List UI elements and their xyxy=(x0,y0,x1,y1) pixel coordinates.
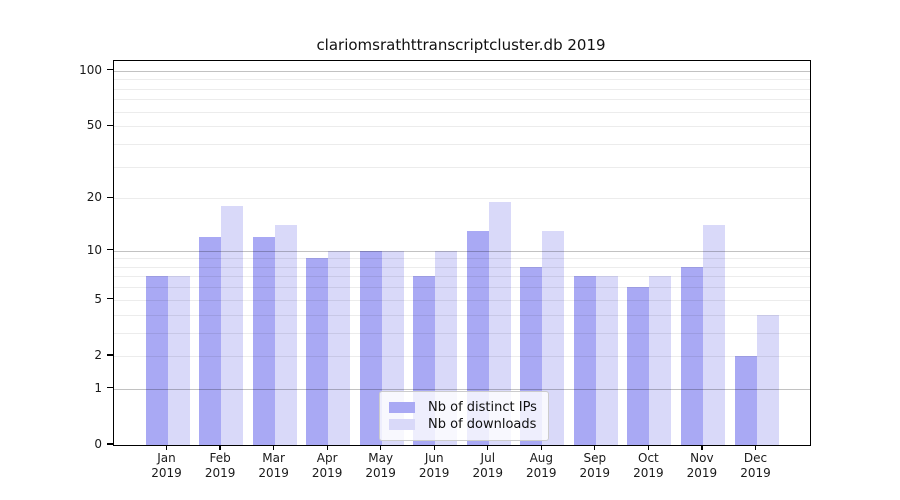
x-axis-tick-mark xyxy=(380,445,382,450)
bar-distinct-ips-nov xyxy=(680,266,703,445)
gridline-major xyxy=(114,70,810,72)
bar-downloads-jan xyxy=(167,276,190,445)
bar-distinct-ips-apr xyxy=(306,258,329,445)
y-axis-tick-label: 10 xyxy=(86,242,102,257)
gridline-minor xyxy=(114,143,810,145)
x-axis-tick-mark xyxy=(272,445,275,450)
x-axis-tick-mark xyxy=(326,445,328,450)
bar-downloads-nov xyxy=(702,225,725,445)
gridline-minor xyxy=(114,126,810,128)
bar-distinct-ips-dec xyxy=(734,355,757,445)
bar-downloads-apr xyxy=(328,250,351,445)
y-axis-tick-label: 5 xyxy=(94,291,102,306)
x-axis-tick-mark xyxy=(594,445,596,450)
gridline-minor xyxy=(114,287,810,289)
bar-distinct-ips-may xyxy=(359,250,382,445)
gridline-minor xyxy=(114,111,810,113)
legend-item-distinct-ips: Nb of distinct IPs xyxy=(389,399,537,416)
legend-swatch-downloads xyxy=(389,419,415,430)
gridline-minor xyxy=(114,299,810,301)
x-axis-tick-mark xyxy=(165,445,168,450)
x-axis-tick-label: Sep 2019 xyxy=(579,451,611,480)
legend-label-downloads: Nb of downloads xyxy=(428,417,537,432)
x-axis-tick-mark xyxy=(219,445,221,450)
y-axis-tick-mark xyxy=(107,196,113,198)
x-axis-tick-mark xyxy=(487,445,489,450)
bar-downloads-mar xyxy=(274,225,297,445)
bar-distinct-ips-sep xyxy=(573,276,596,445)
y-axis-tick-mark xyxy=(107,443,113,445)
y-axis-tick-mark xyxy=(107,354,113,356)
y-axis-tick-label: 50 xyxy=(86,118,102,133)
x-axis-tick-label: Nov 2019 xyxy=(686,451,718,480)
gridline-minor xyxy=(114,198,810,200)
y-axis-tick-label: 1 xyxy=(94,380,102,395)
x-axis-tick-label: Jul 2019 xyxy=(472,451,504,480)
bar-distinct-ips-mar xyxy=(252,237,275,445)
gridline-major xyxy=(114,250,810,252)
y-axis-tick-mark xyxy=(107,124,113,126)
bar-distinct-ips-oct xyxy=(627,287,650,445)
gridline-major xyxy=(114,388,810,390)
bar-downloads-oct xyxy=(649,276,672,445)
y-axis-tick-mark xyxy=(107,248,113,251)
x-axis-tick-label: Apr 2019 xyxy=(311,451,343,480)
x-axis-tick-label: Aug 2019 xyxy=(526,451,557,480)
x-axis-tick-mark xyxy=(433,445,435,450)
gridline-minor xyxy=(114,88,810,90)
y-axis-tick-label: 20 xyxy=(86,190,102,205)
x-axis-tick-label: Dec 2019 xyxy=(740,451,771,480)
y-axis-tick-label: 0 xyxy=(94,437,102,451)
gridline-minor xyxy=(114,355,810,357)
x-axis-tick-label: Mar 2019 xyxy=(258,451,289,480)
gridline-minor xyxy=(114,266,810,268)
legend-label-distinct-ips: Nb of distinct IPs xyxy=(428,400,537,415)
gridline-minor xyxy=(114,276,810,278)
x-axis-tick-label: May 2019 xyxy=(365,451,396,480)
bar-distinct-ips-jan xyxy=(145,276,168,445)
y-axis-tick-mark xyxy=(107,69,113,71)
x-axis-tick-label: Jan 2019 xyxy=(151,451,182,480)
x-axis-tick-mark xyxy=(701,445,703,450)
gridline-minor xyxy=(114,332,810,334)
legend-swatch-distinct-ips xyxy=(389,402,415,413)
x-axis-tick-label: Feb 2019 xyxy=(204,451,236,480)
bar-downloads-dec xyxy=(756,314,779,445)
gridline-minor xyxy=(114,314,810,316)
x-axis-tick-label: Oct 2019 xyxy=(633,451,664,480)
plot-area: Nb of distinct IPs Nb of downloads xyxy=(113,60,811,446)
x-axis-tick-mark xyxy=(540,445,542,450)
y-axis-tick-label: 100 xyxy=(79,62,102,77)
chart-title: clariomsrathttranscriptcluster.db 2019 xyxy=(316,36,606,54)
y-axis-tick-mark xyxy=(107,298,113,300)
gridline-minor xyxy=(114,258,810,260)
bar-downloads-jul xyxy=(488,202,511,445)
x-axis-tick-mark xyxy=(754,445,757,450)
bar-distinct-ips-feb xyxy=(199,237,222,445)
gridline-minor xyxy=(114,166,810,168)
y-axis-tick-label: 2 xyxy=(94,347,102,362)
x-axis-tick-mark xyxy=(647,445,650,450)
gridline-minor xyxy=(114,79,810,81)
bar-downloads-feb xyxy=(221,206,244,445)
bar-downloads-sep xyxy=(595,276,618,445)
y-axis-tick-mark xyxy=(107,387,113,389)
x-axis-tick-label: Jun 2019 xyxy=(418,451,450,480)
legend-item-downloads: Nb of downloads xyxy=(389,416,537,433)
gridline-minor xyxy=(114,99,810,101)
legend: Nb of distinct IPs Nb of downloads xyxy=(379,391,549,441)
